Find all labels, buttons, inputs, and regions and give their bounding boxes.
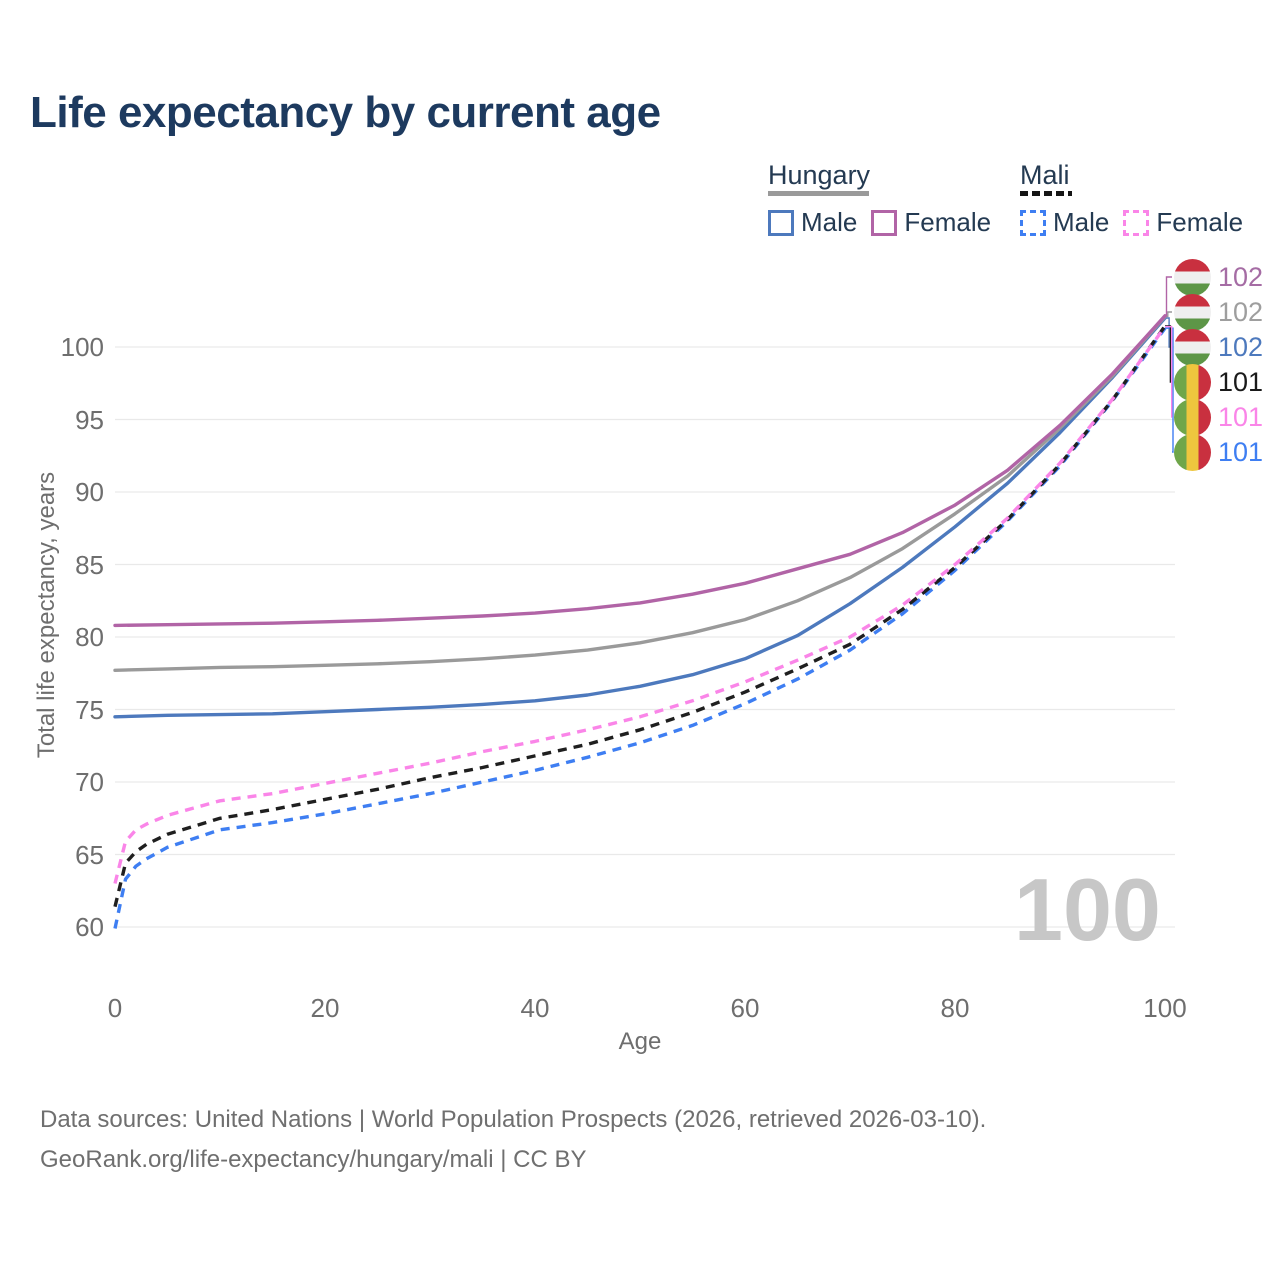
end-label-row-mali-male: 101 [1174,433,1264,471]
end-connector-hungary-female [1165,276,1172,317]
end-label-row-mali-female: 101 [1174,398,1264,436]
age-watermark: 100 [1014,860,1161,959]
series-line-hungary-male[interactable] [113,316,1167,719]
x-tick-label-0: 0 [107,993,123,1023]
y-tick-label-75: 75 [75,694,104,725]
x-tick-label-100: 100 [1143,993,1187,1023]
series-line-hungary-female[interactable] [113,314,1167,628]
y-tick-label-90: 90 [75,477,104,507]
legend-group-mali: Mali Male Female [1020,160,1257,238]
series-line-mali-female[interactable] [113,325,1167,884]
x-axis-title: Age [618,1028,662,1055]
legend-swatch-mali-male[interactable] [1020,209,1046,236]
y-tick-label-95: 95 [75,404,104,435]
end-label-row-hungary-female: 102 [1174,258,1264,296]
legend-swatch-hungary-male[interactable] [768,209,794,236]
legend-group-hungary: Hungary Male Female [768,160,1005,238]
series-line-hungary-both[interactable] [113,314,1167,672]
footer-attribution-link[interactable]: GeoRank.org/life-expectancy/hungary/mali… [40,1146,587,1173]
legend-label-mali-male[interactable]: Male [1053,207,1110,237]
legend-swatch-hungary-female[interactable] [871,209,898,236]
end-label-row-mali-both-sexes: 101 [1174,363,1264,401]
x-tick-label-40: 40 [520,993,550,1023]
legend-label-mali-female[interactable]: Female [1156,207,1244,237]
y-tick-label-80: 80 [75,622,104,652]
legend-underline-mali-dashed [1020,191,1072,196]
end-value-label: 101 [1218,366,1264,397]
end-value-label: 101 [1218,401,1264,432]
y-tick-label-70: 70 [75,767,104,797]
end-value-label: 102 [1218,261,1264,292]
mali-flag-icon [1174,363,1211,401]
y-tick-label-100: 100 [60,332,104,362]
y-tick-label-85: 85 [75,549,104,580]
x-tick-label-20: 20 [310,993,340,1023]
mali-flag-icon [1174,433,1211,471]
end-value-label: 102 [1218,331,1264,362]
y-tick-label-60: 60 [75,912,104,942]
end-value-label: 102 [1218,296,1264,327]
y-tick-label-65: 65 [75,839,104,870]
chart-title: Life expectancy by current age [30,88,661,137]
end-connector-mali-female [1165,326,1173,418]
end-label-row-hungary-both-sexes: 102 [1174,293,1264,331]
legend-label-hungary-male[interactable]: Male [801,207,858,237]
hungary-flag-icon [1174,293,1211,331]
end-label-row-hungary-male: 102 [1174,328,1264,366]
mali-flag-icon [1174,398,1211,436]
end-connector-mali-male [1165,327,1174,453]
legend-swatch-mali-female[interactable] [1123,209,1150,236]
hungary-flag-icon [1174,258,1211,296]
footer-data-sources: Data sources: United Nations | World Pop… [40,1106,987,1133]
hungary-flag-icon [1174,328,1211,366]
end-value-label: 101 [1218,436,1264,467]
x-tick-label-60: 60 [730,993,760,1023]
legend-header-mali[interactable]: Mali [1020,160,1070,190]
legend-label-hungary-female[interactable]: Female [904,207,992,237]
series-line-mali-both[interactable] [113,325,1167,908]
x-tick-label-80: 80 [940,993,970,1023]
legend-underline-hungary-solid [768,191,869,196]
series-line-mali-male[interactable] [113,327,1167,929]
legend-header-hungary[interactable]: Hungary [768,160,871,190]
